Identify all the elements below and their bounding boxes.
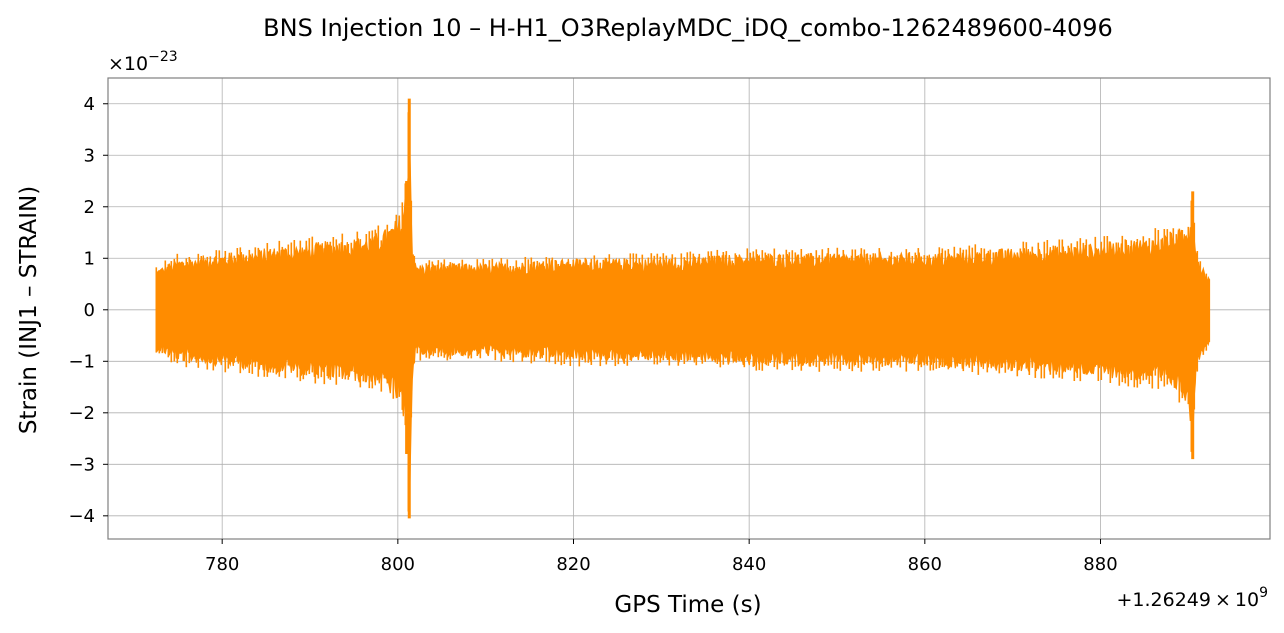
x-tick-label: 840 xyxy=(732,554,766,575)
y-multiplier-label: ×10−23 xyxy=(108,49,178,75)
x-tick-label: 880 xyxy=(1083,554,1117,575)
y-tick-label: 3 xyxy=(84,145,95,166)
x-offset-times: × xyxy=(1215,589,1231,611)
x-tick-label: 860 xyxy=(908,554,942,575)
y-axis: −4 −3 −2 −1 0 1 2 3 4 xyxy=(68,94,108,527)
y-tick-label: −2 xyxy=(68,403,95,424)
x-offset-label: +1.26249 × 109 xyxy=(1116,585,1268,611)
x-axis: 780 800 820 840 860 880 xyxy=(205,539,1118,575)
strain-series-band xyxy=(155,140,1210,515)
y-axis-label: Strain (INJ1 – STRAIN) xyxy=(16,186,42,434)
y-multiplier-exponent: −23 xyxy=(148,49,178,65)
plot-area xyxy=(155,98,1211,519)
x-offset-exponent: 9 xyxy=(1259,585,1268,601)
x-offset-exp-base: 10 xyxy=(1235,589,1259,611)
y-tick-label: −1 xyxy=(68,351,95,372)
y-tick-label: −3 xyxy=(68,454,95,475)
y-tick-label: 2 xyxy=(84,197,95,218)
x-tick-label: 800 xyxy=(381,554,415,575)
chart-title: BNS Injection 10 – H-H1_O3ReplayMDC_iDQ_… xyxy=(263,14,1113,42)
x-tick-label: 820 xyxy=(556,554,590,575)
x-offset-base: +1.26249 xyxy=(1116,589,1211,611)
y-tick-label: −4 xyxy=(68,506,95,527)
x-axis-label: GPS Time (s) xyxy=(614,592,761,618)
y-tick-label: 1 xyxy=(84,248,95,269)
strain-series-spikes xyxy=(155,98,1211,519)
x-tick-label: 780 xyxy=(205,554,239,575)
y-tick-label: 0 xyxy=(84,300,95,321)
plot-frame xyxy=(107,77,1271,540)
y-tick-label: 4 xyxy=(84,94,95,115)
y-multiplier-prefix: ×10 xyxy=(108,53,148,75)
